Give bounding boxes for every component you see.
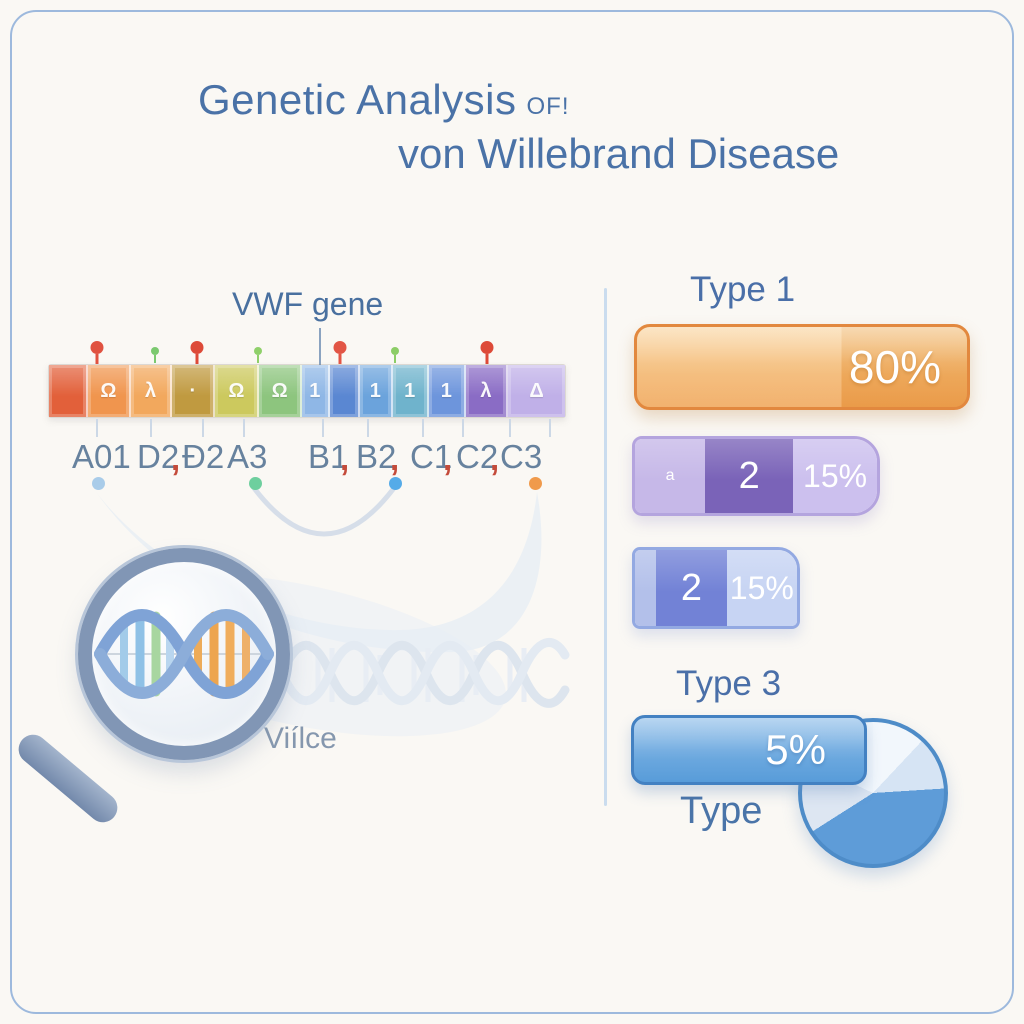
gene-segment-glyph: 1	[404, 379, 416, 402]
section-divider	[604, 288, 607, 806]
tick	[422, 419, 424, 437]
dna-helix-zoomed	[94, 609, 274, 699]
gene-segment-glyph: Ω	[271, 379, 288, 402]
lens-caption: Viílce	[264, 722, 337, 755]
tick	[462, 419, 464, 437]
type1-value: 80%	[848, 341, 941, 393]
domain-dot	[389, 477, 402, 490]
segment-glyph: a	[665, 467, 675, 484]
variant-pin-icon	[480, 341, 494, 364]
lens-glass	[92, 562, 276, 746]
type2-purple-segment: 2	[705, 439, 794, 513]
domain-label: A3	[227, 438, 268, 475]
gene-segment: 1	[392, 365, 429, 417]
type3-heading: Type 3	[676, 664, 782, 703]
gene-segment: λ	[130, 365, 173, 417]
gene-segment: Δ	[508, 365, 565, 417]
type3-value: 5%	[765, 726, 826, 773]
tick	[150, 419, 152, 437]
tick	[509, 419, 511, 437]
gene-segment-glyph: Ω	[100, 379, 117, 402]
gene-segment-glyph: λ	[480, 379, 492, 402]
domain-label: C2	[456, 438, 499, 475]
faded-dna-helix	[277, 638, 570, 708]
gene-segment: λ	[465, 365, 509, 417]
page-title: Genetic Analysis OF!	[198, 76, 570, 124]
domain-label: A01	[72, 438, 131, 475]
type2-blue-segment: 15%	[726, 550, 797, 626]
gene-segment: 1	[360, 365, 393, 417]
segment-count: 2	[738, 454, 760, 497]
comma-mark: ,	[443, 440, 453, 477]
comma-mark: ,	[490, 440, 500, 477]
segment-value: 15%	[803, 457, 868, 494]
domain-label: Ð2	[182, 438, 225, 475]
title-suffix: OF!	[526, 93, 570, 120]
gene-segment-glyph: λ	[145, 379, 157, 402]
type2-blue-segment	[635, 550, 657, 626]
type1-heading: Type 1	[690, 270, 796, 309]
variant-pin-icon	[333, 341, 347, 364]
variant-pin-icon	[391, 347, 399, 363]
tick	[322, 419, 324, 437]
title-line2: von Willebrand Disease	[398, 130, 840, 177]
type2-purple-bar: a 2 15%	[632, 436, 880, 516]
gene-segment: ·	[172, 365, 216, 417]
gene-exon-bar: Ω λ · Ω Ω 1 1 1 1 λ Δ	[48, 364, 566, 418]
type3-bar: 5%	[631, 715, 867, 785]
gene-segment-glyph: ·	[189, 379, 197, 402]
domain-label: C3	[500, 438, 543, 475]
variant-pin-icon	[254, 347, 262, 363]
tick	[202, 419, 204, 437]
tick	[367, 419, 369, 437]
vwf-pointer-line	[319, 328, 321, 366]
type3-caption: Type	[680, 790, 763, 832]
domain-dot	[92, 477, 105, 490]
title-line1: Genetic Analysis	[198, 76, 517, 123]
segment-value: 15%	[729, 569, 794, 606]
comma-mark: ,	[171, 440, 181, 477]
type2-purple-segment: a	[635, 439, 706, 513]
tick	[549, 419, 551, 437]
gene-segment: Ω	[259, 365, 302, 417]
gene-segment-glyph: Δ	[529, 379, 544, 402]
gene-segment	[49, 365, 88, 417]
variant-pin-icon	[151, 347, 159, 363]
gene-segment: Ω	[87, 365, 131, 417]
variant-pin-icon	[90, 341, 104, 364]
gene-segment: 1	[301, 365, 330, 417]
gene-segment	[329, 365, 360, 417]
tick	[96, 419, 98, 437]
domain-label: B1	[308, 438, 349, 475]
domain-dot	[249, 477, 262, 490]
gene-segment-glyph: 1	[309, 379, 321, 402]
type2-purple-segment: 15%	[793, 439, 877, 513]
gene-segment: Ω	[215, 365, 260, 417]
segment-count: 2	[680, 566, 702, 609]
type1-bar: 80%	[634, 324, 970, 410]
comma-mark: ,	[340, 440, 350, 477]
tick	[243, 419, 245, 437]
domain-label: C1	[410, 438, 453, 475]
variant-pin-icon	[190, 341, 204, 364]
vwf-gene-label: VWF gene	[232, 286, 384, 322]
type2-blue-bar: 2 15%	[632, 547, 800, 629]
magnifier-lens-icon	[78, 548, 290, 760]
domain-label: B2	[356, 438, 397, 475]
domain-dot	[529, 477, 542, 490]
type2-blue-segment: 2	[656, 550, 727, 626]
gene-segment-glyph: Ω	[228, 379, 245, 402]
connector-arc	[251, 485, 397, 537]
gene-segment-glyph: 1	[440, 379, 452, 402]
domain-label: D2	[137, 438, 180, 475]
comma-mark: ,	[390, 440, 400, 477]
gene-segment-glyph: 1	[369, 379, 381, 402]
gene-segment: 1	[428, 365, 466, 417]
